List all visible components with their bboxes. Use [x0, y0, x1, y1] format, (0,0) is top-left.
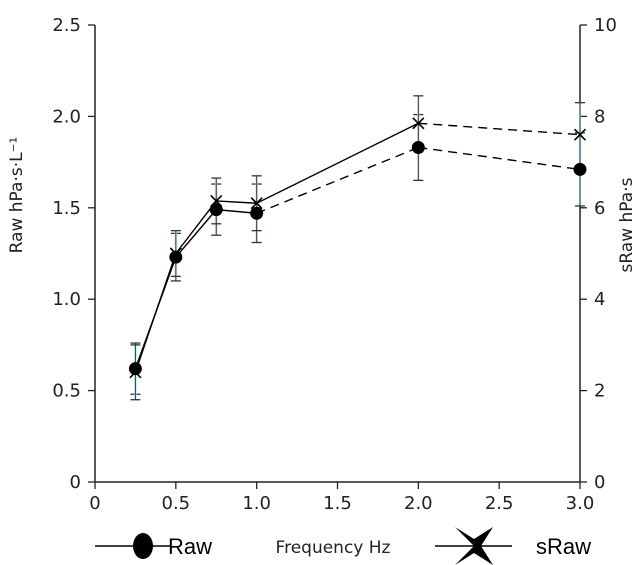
sraw-point	[250, 197, 263, 210]
y-left-tick-label: 1.5	[52, 198, 81, 219]
sraw-point-stroke	[210, 194, 223, 208]
y-right-tick-label: 0	[594, 472, 605, 493]
y-axis-right-title: sRaw hPa·s	[617, 177, 637, 272]
y-left-tick-label: 0.5	[52, 381, 81, 402]
legend-sraw: sRaw	[435, 527, 591, 565]
error-bars	[130, 95, 585, 401]
legend-sraw-label: sRaw	[536, 534, 591, 559]
legend-sraw-marker	[455, 527, 493, 565]
y-left-tick-label: 2.0	[52, 106, 81, 127]
series-segment-raw	[256, 146, 419, 214]
sraw-point-stroke	[169, 247, 182, 260]
x-tick-label: 0.5	[162, 493, 191, 514]
raw-point	[411, 140, 425, 154]
y-axis-left-title-group: Raw hPa·s·L⁻¹	[7, 137, 27, 254]
sraw-point	[129, 366, 142, 379]
sraw-point	[412, 117, 425, 130]
legend-raw: Raw	[95, 533, 212, 559]
sraw-point-stroke	[250, 197, 263, 210]
y-left-tick-label: 2.5	[52, 15, 81, 36]
y-right-tick-label: 4	[594, 289, 605, 310]
axes	[94, 25, 581, 483]
y-right-tick-label: 8	[594, 106, 605, 127]
sraw-point-stroke	[129, 366, 142, 379]
ticks: 0 0.5 1.0 1.5 2.0 2.5 3.000.51.01.52.02.502468…	[52, 15, 617, 514]
x-tick-label: 3.0	[566, 493, 595, 514]
y-axis-right-title-group: sRaw hPa·s	[617, 177, 637, 272]
y-right-tick-label: 2	[594, 381, 605, 402]
x-tick-label: 0	[89, 493, 100, 514]
series-markers	[128, 117, 587, 379]
raw-point	[209, 203, 223, 217]
series-segment-raw	[175, 209, 217, 258]
sraw-point-stroke	[412, 117, 425, 130]
series-segment-sraw	[134, 253, 177, 373]
y-right-tick-label: 10	[594, 15, 617, 36]
sraw-point	[169, 247, 182, 260]
series-segment-raw	[418, 146, 581, 171]
legend-raw-marker	[133, 533, 153, 559]
x-tick-label: 1.5	[323, 493, 352, 514]
raw-point	[250, 206, 264, 220]
series-segment-sraw	[256, 122, 419, 204]
raw-point	[128, 362, 142, 376]
legend-raw-label: Raw	[168, 534, 212, 559]
y-left-tick-label: 0	[70, 472, 81, 493]
series-segment-sraw	[175, 200, 217, 254]
sraw-point	[210, 194, 223, 208]
x-tick-label: 2.5	[485, 493, 514, 514]
series-segment-raw	[216, 208, 257, 214]
sraw-point-stroke	[573, 128, 587, 141]
series-lines	[134, 122, 581, 373]
sraw-point	[573, 128, 587, 141]
x-tick-label: 2.0	[404, 493, 433, 514]
x-axis-title: Frequency Hz	[276, 538, 391, 558]
y-left-tick-label: 1.0	[52, 289, 81, 310]
series-segment-sraw	[418, 122, 581, 136]
raw-point	[573, 162, 587, 176]
series-segment-sraw	[216, 200, 257, 204]
x-tick-label: 1.0	[242, 493, 271, 514]
y-axis-left-title: Raw hPa·s·L⁻¹	[7, 137, 27, 254]
raw-point	[169, 250, 183, 264]
y-right-tick-label: 6	[594, 198, 605, 219]
